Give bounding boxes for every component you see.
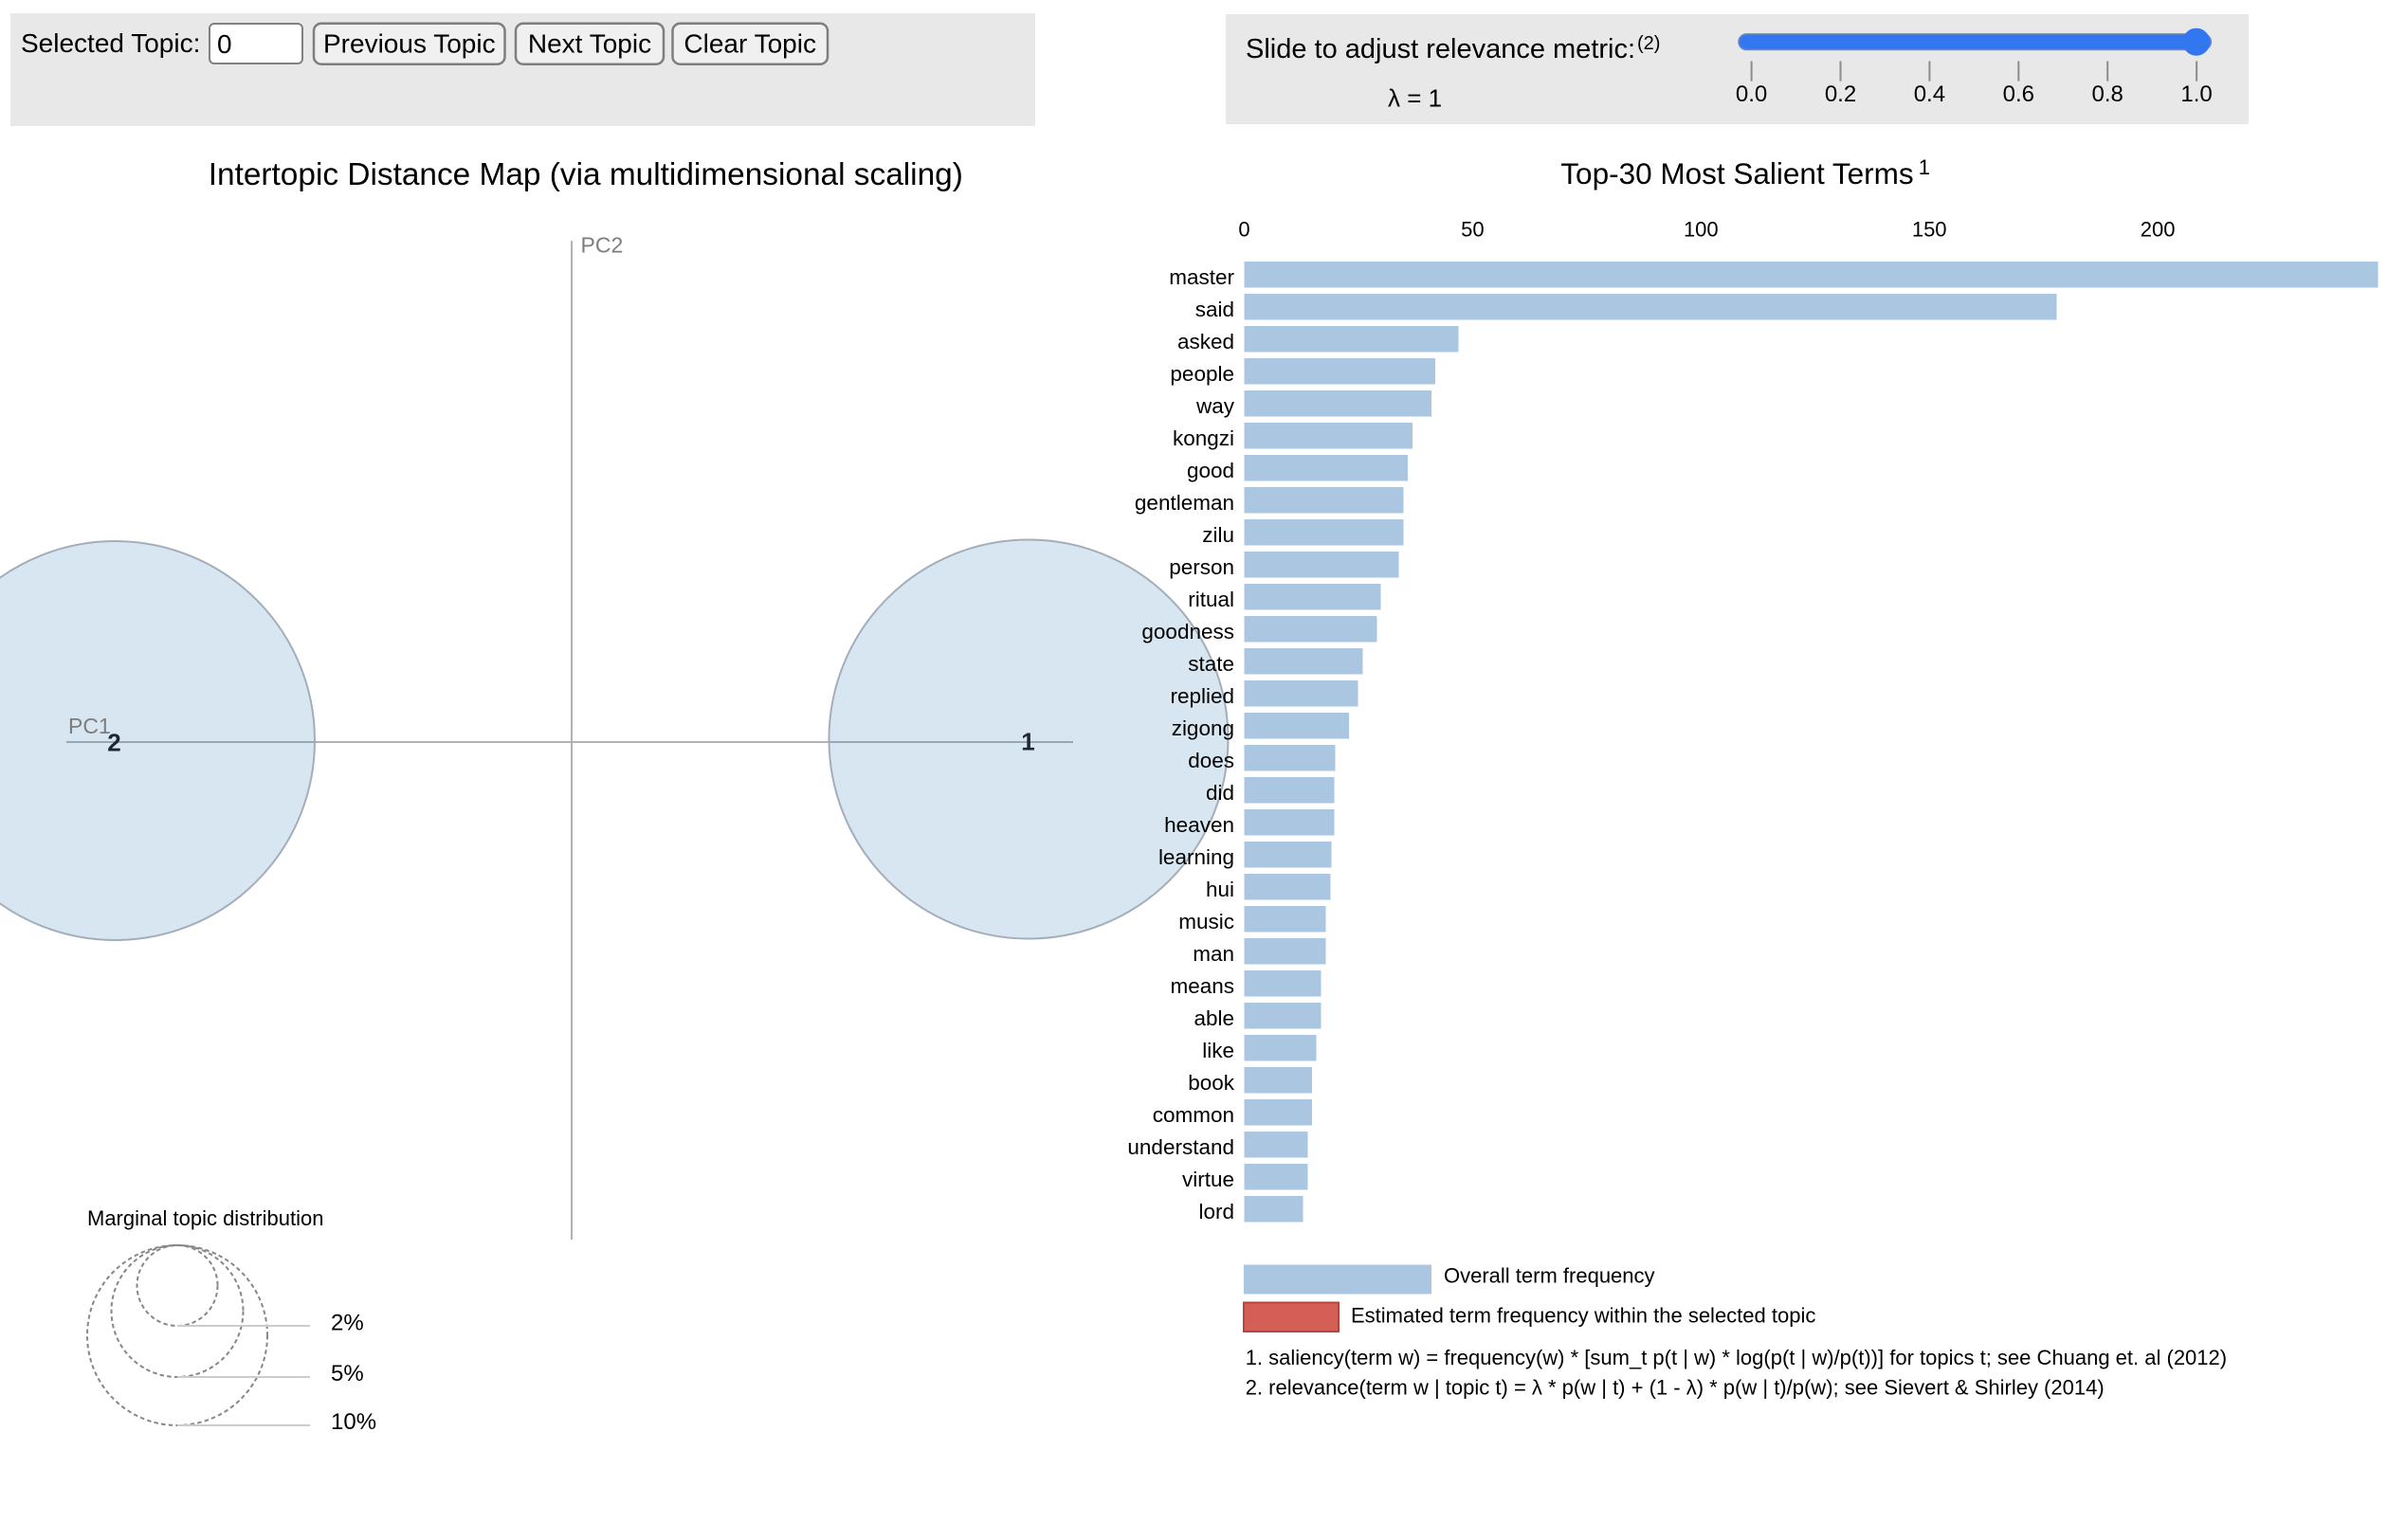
svg-text:Overall term frequency: Overall term frequency <box>1444 1264 1655 1288</box>
svg-text:music: music <box>1178 910 1234 933</box>
svg-text:PC2: PC2 <box>581 233 624 258</box>
svg-text:kongzi: kongzi <box>1173 426 1234 450</box>
svg-text:1: 1 <box>1021 728 1034 756</box>
svg-text:Selected Topic:: Selected Topic: <box>21 28 200 58</box>
svg-text:Next Topic: Next Topic <box>528 28 651 58</box>
svg-text:50: 50 <box>1461 218 1484 242</box>
svg-text:1. saliency(term w) = frequenc: 1. saliency(term w) = frequency(w) * [su… <box>1246 1346 2227 1369</box>
svg-text:150: 150 <box>1912 218 1947 242</box>
svg-text:Top-30 Most Salient Terms: Top-30 Most Salient Terms <box>1560 156 1913 190</box>
svg-text:zigong: zigong <box>1172 716 1234 740</box>
svg-text:(2): (2) <box>1637 33 1660 54</box>
svg-text:gentleman: gentleman <box>1135 491 1234 515</box>
svg-text:Clear Topic: Clear Topic <box>684 28 816 58</box>
svg-text:hui: hui <box>1206 878 1234 901</box>
svg-text:1.0: 1.0 <box>2180 82 2212 107</box>
svg-text:0.0: 0.0 <box>1736 82 1767 107</box>
svg-text:2. relevance(term w | topic t): 2. relevance(term w | topic t) = λ * p(w… <box>1246 1376 2105 1400</box>
svg-text:state: state <box>1188 652 1234 676</box>
svg-text:Marginal topic distribution: Marginal topic distribution <box>87 1206 323 1230</box>
svg-text:person: person <box>1169 555 1234 579</box>
svg-text:book: book <box>1188 1071 1235 1095</box>
svg-text:virtue: virtue <box>1182 1168 1234 1191</box>
svg-text:way: way <box>1195 394 1235 418</box>
svg-text:common: common <box>1153 1103 1234 1127</box>
svg-text:Slide to adjust relevance metr: Slide to adjust relevance metric: <box>1246 34 1635 64</box>
svg-text:learning: learning <box>1158 845 1234 869</box>
svg-text:Estimated term frequency withi: Estimated term frequency within the sele… <box>1351 1304 1815 1328</box>
svg-text:PC1: PC1 <box>68 714 111 738</box>
svg-text:10%: 10% <box>331 1409 376 1435</box>
svg-text:2%: 2% <box>331 1310 364 1335</box>
svg-text:asked: asked <box>1177 330 1234 353</box>
svg-text:goodness: goodness <box>1141 620 1234 643</box>
svg-text:means: means <box>1170 974 1234 998</box>
svg-text:λ = 1: λ = 1 <box>1388 84 1442 113</box>
svg-text:Previous Topic: Previous Topic <box>323 28 496 58</box>
svg-text:2: 2 <box>107 729 120 757</box>
svg-text:0.6: 0.6 <box>2003 82 2034 107</box>
svg-text:master: master <box>1169 265 1234 289</box>
svg-text:said: said <box>1195 298 1234 321</box>
svg-text:200: 200 <box>2141 218 2176 242</box>
svg-text:100: 100 <box>1684 218 1719 242</box>
svg-text:lord: lord <box>1198 1200 1234 1223</box>
svg-text:0.8: 0.8 <box>2092 82 2123 107</box>
svg-text:man: man <box>1193 942 1234 966</box>
svg-text:0: 0 <box>1238 218 1249 242</box>
svg-text:does: does <box>1188 749 1234 772</box>
svg-text:good: good <box>1187 459 1234 482</box>
svg-text:0: 0 <box>217 29 232 59</box>
svg-text:5%: 5% <box>331 1361 364 1386</box>
svg-text:heaven: heaven <box>1164 813 1234 837</box>
svg-text:understand: understand <box>1127 1135 1234 1159</box>
svg-text:able: able <box>1194 1006 1234 1030</box>
svg-text:replied: replied <box>1170 684 1234 708</box>
svg-text:zilu: zilu <box>1202 523 1234 547</box>
svg-text:0.2: 0.2 <box>1825 82 1856 107</box>
svg-text:ritual: ritual <box>1188 588 1234 611</box>
svg-text:like: like <box>1202 1039 1234 1062</box>
svg-text:0.4: 0.4 <box>1914 82 1945 107</box>
svg-text:1: 1 <box>1919 155 1930 179</box>
svg-text:did: did <box>1206 781 1234 805</box>
svg-text:people: people <box>1170 362 1234 386</box>
svg-text:Intertopic Distance Map (via m: Intertopic Distance Map (via multidimens… <box>209 157 963 192</box>
